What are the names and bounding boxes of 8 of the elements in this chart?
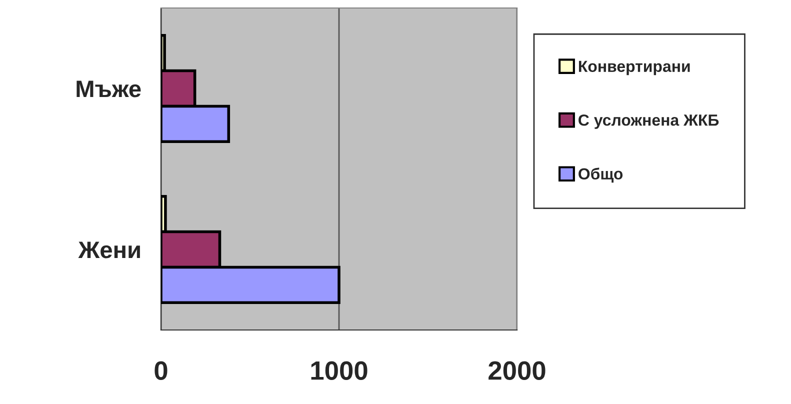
legend-label: С усложнена ЖКБ <box>578 114 719 129</box>
y-tick-label: Мъже <box>76 80 141 98</box>
x-tick-label: 2000 <box>488 361 546 380</box>
y-tick-label: Жени <box>78 242 140 258</box>
legend-label: Общо <box>578 168 623 183</box>
legend-label: Конвертирани <box>578 60 690 76</box>
x-tick-label: 1000 <box>311 361 368 380</box>
x-tick-label: 0 <box>154 361 168 380</box>
